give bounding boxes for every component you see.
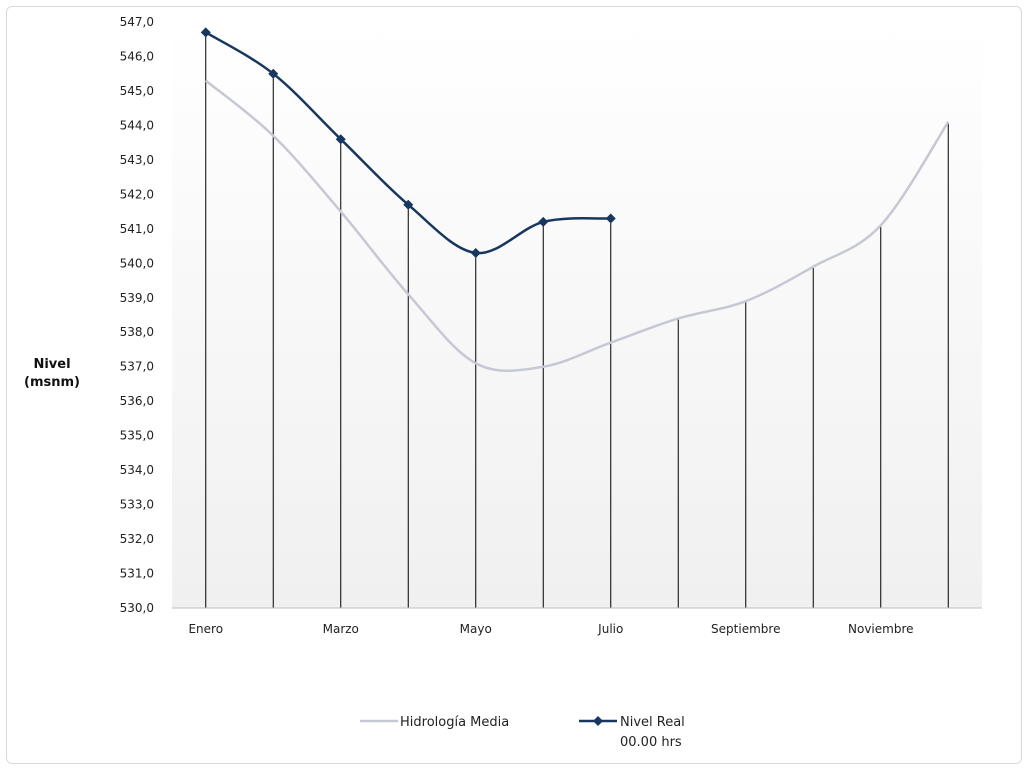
y-axis-label-unit: (msnm) [24,375,80,390]
y-tick-label: 530,0 [120,601,154,615]
y-tick-label: 539,0 [120,291,154,305]
y-axis-label: Nivel [33,357,70,372]
y-tick-label: 536,0 [120,394,154,408]
y-tick-label: 547,0 [120,15,154,29]
y-tick-label: 543,0 [120,153,154,167]
legend-real-time: 00.00 hrs [620,735,682,750]
y-tick-label: 537,0 [120,360,154,374]
y-tick-label: 542,0 [120,187,154,201]
plot-area [172,22,982,608]
x-tick-label: Septiembre [711,622,780,636]
y-tick-label: 535,0 [120,429,154,443]
data-point-nivel-real [538,216,549,227]
legend-hidrologia-label: Hidrología Media [400,715,509,730]
y-tick-label: 532,0 [120,532,154,546]
data-point-nivel-real [470,247,481,258]
data-point-nivel-real [403,199,414,210]
y-tick-label: 544,0 [120,118,154,132]
x-tick-label: Noviembre [848,622,914,636]
data-point-nivel-real [335,134,346,145]
y-tick-label: 541,0 [120,222,154,236]
x-tick-label: Enero [188,622,223,636]
y-tick-label: 531,0 [120,567,154,581]
legend-real-marker [593,716,603,726]
data-point-nivel-real [268,68,279,79]
y-tick-label: 546,0 [120,49,154,63]
x-tick-label: Marzo [323,622,359,636]
data-point-nivel-real [200,27,211,38]
y-tick-label: 533,0 [120,498,154,512]
y-tick-label: 540,0 [120,256,154,270]
x-tick-label: Julio [597,622,623,636]
data-point-nivel-real [605,213,616,224]
legend: Hidrología Media Nivel Real 00.00 hrs [360,715,685,750]
y-tick-label: 534,0 [120,463,154,477]
y-tick-label: 538,0 [120,325,154,339]
legend-real-label: Nivel Real [620,715,685,730]
series-line-hidrologia-media [204,79,950,373]
x-tick-label: Mayo [460,622,492,636]
y-tick-label: 545,0 [120,84,154,98]
